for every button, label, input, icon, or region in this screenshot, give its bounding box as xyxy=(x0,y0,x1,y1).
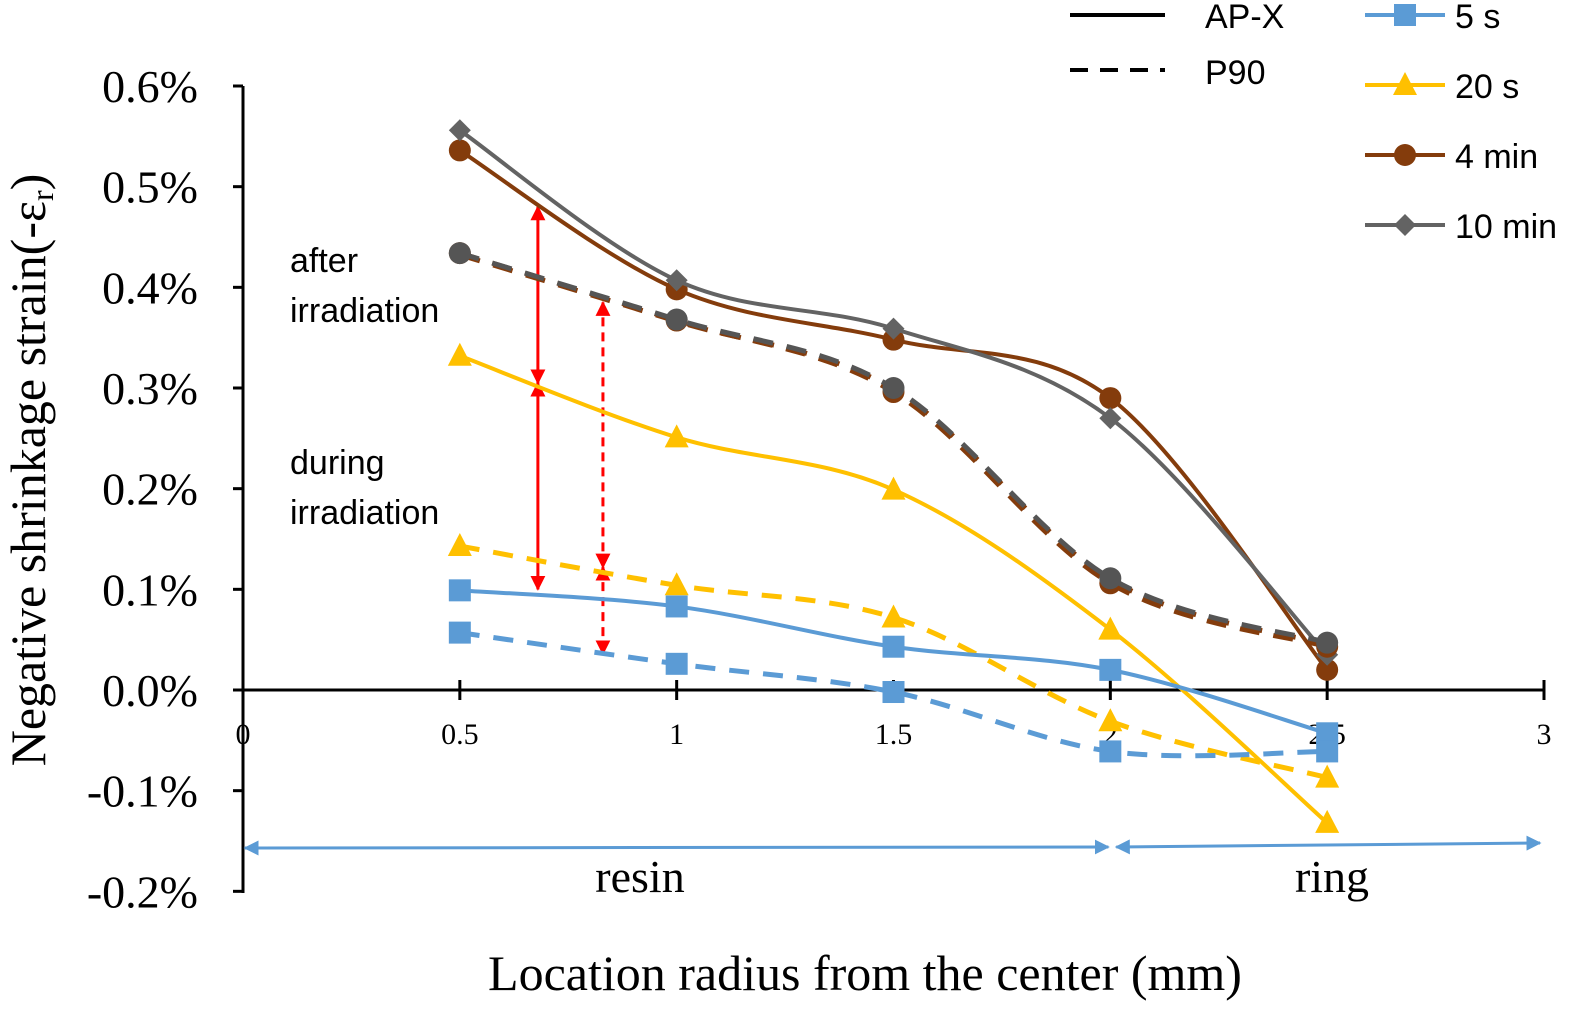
marker-triangle xyxy=(1098,616,1123,640)
x-tick-label: 1.5 xyxy=(875,718,913,751)
legend-label-4min: 4 min xyxy=(1455,138,1538,176)
marker-triangle xyxy=(1315,809,1340,833)
y-tick-label: -0.1% xyxy=(87,766,198,817)
x-tick-label: 1 xyxy=(669,718,684,751)
series-line xyxy=(459,630,1328,759)
y-tick-label: 0.0% xyxy=(102,665,198,716)
series-group xyxy=(447,119,1340,833)
series-line xyxy=(459,250,1328,650)
marker-circle xyxy=(1099,567,1122,590)
annotation-during-2: irradiation xyxy=(290,494,439,532)
marker-circle xyxy=(1316,631,1339,654)
marker-diamond xyxy=(448,119,471,142)
legend-label-p90: P90 xyxy=(1205,54,1266,92)
region-label-ring: ring xyxy=(1295,851,1369,902)
marker-diamond xyxy=(665,269,688,292)
y-tick-label: 0.4% xyxy=(102,262,198,313)
series-p90-4-min xyxy=(448,242,1339,658)
marker-triangle xyxy=(1393,72,1417,95)
annotation-during-1: during xyxy=(290,444,385,482)
marker-diamond xyxy=(882,317,905,340)
series-line xyxy=(459,543,1328,780)
marker-square xyxy=(665,652,688,675)
marker-triangle xyxy=(447,342,472,366)
x-tick-label: 0.5 xyxy=(441,718,479,751)
marker-circle xyxy=(665,308,688,331)
x-tick-label: 0 xyxy=(236,718,251,751)
y-tick-label: 0.6% xyxy=(102,61,198,112)
marker-triangle xyxy=(664,424,689,448)
series-line xyxy=(459,250,1328,646)
marker-square xyxy=(1316,722,1339,745)
series-p90-20-s xyxy=(447,533,1340,788)
series-p90-10-min xyxy=(448,242,1339,654)
marker-circle xyxy=(1316,658,1339,681)
x-tick-label: 3 xyxy=(1537,718,1552,751)
marker-circle xyxy=(1394,144,1416,166)
y-tick-label: -0.2% xyxy=(87,866,198,917)
x-axis-title: Location radius from the center (mm) xyxy=(488,945,1242,1001)
axes: 0.6% 0.5% 0.4% 0.3% 0.2% 0.1% 0.0% -0.1% -0.2% 0 0… xyxy=(87,61,1552,917)
marker-square xyxy=(1099,658,1122,681)
marker-triangle xyxy=(447,533,472,557)
marker-triangle xyxy=(664,572,689,596)
series-ap-x-10-min xyxy=(448,119,1339,666)
series-p90-5-s xyxy=(448,621,1339,763)
legend: AP-X P90 5 s 20 s 4 min 10 min xyxy=(1070,0,1557,246)
series-line xyxy=(459,353,1329,825)
marker-circle xyxy=(1099,387,1122,410)
marker-diamond xyxy=(1394,214,1416,236)
marker-triangle xyxy=(881,476,906,500)
marker-square xyxy=(448,621,471,644)
marker-square xyxy=(1394,4,1416,26)
y-tick-label: 0.2% xyxy=(102,464,198,515)
marker-circle xyxy=(448,242,471,265)
annotation-after-2: irradiation xyxy=(290,292,439,330)
ring-region-arrow xyxy=(1114,835,1542,855)
marker-circle xyxy=(448,139,471,162)
marker-square xyxy=(882,681,905,704)
series-ap-x-5-s xyxy=(448,579,1339,745)
y-tick-label: 0.5% xyxy=(102,162,198,213)
marker-square xyxy=(1316,740,1339,763)
marker-square xyxy=(882,635,905,658)
marker-triangle xyxy=(881,604,906,628)
resin-region-arrow xyxy=(243,839,1110,856)
marker-triangle xyxy=(1315,764,1340,788)
legend-label-apx: AP-X xyxy=(1205,0,1284,36)
annotations: after irradiation during irradiation res… xyxy=(243,205,1542,902)
annotation-after-1: after xyxy=(290,242,358,280)
marker-circle xyxy=(882,328,905,351)
marker-square xyxy=(1099,740,1122,763)
legend-label-5s: 5 s xyxy=(1455,0,1500,36)
marker-square xyxy=(448,579,471,602)
y-axis-title-main: Negative shrinkage strain(-ε xyxy=(0,201,56,766)
y-tick-label: 0.1% xyxy=(102,564,198,615)
marker-triangle xyxy=(1098,708,1123,732)
legend-label-10min: 10 min xyxy=(1455,208,1557,246)
y-axis-title: Negative shrinkage strain(-εr) xyxy=(0,174,60,767)
y-axis-title-close: ) xyxy=(0,174,56,191)
marker-circle xyxy=(882,377,905,399)
legend-label-20s: 20 s xyxy=(1455,68,1519,106)
series-line-shadow xyxy=(460,252,1329,648)
y-tick-label: 0.3% xyxy=(102,363,198,414)
region-label-resin: resin xyxy=(595,851,684,902)
series-ap-x-20-s xyxy=(447,342,1340,833)
marker-square xyxy=(665,595,688,618)
y-axis-title-sub: r xyxy=(24,190,60,201)
marker-diamond xyxy=(1099,407,1122,430)
series-ap-x-4-min xyxy=(448,139,1339,681)
